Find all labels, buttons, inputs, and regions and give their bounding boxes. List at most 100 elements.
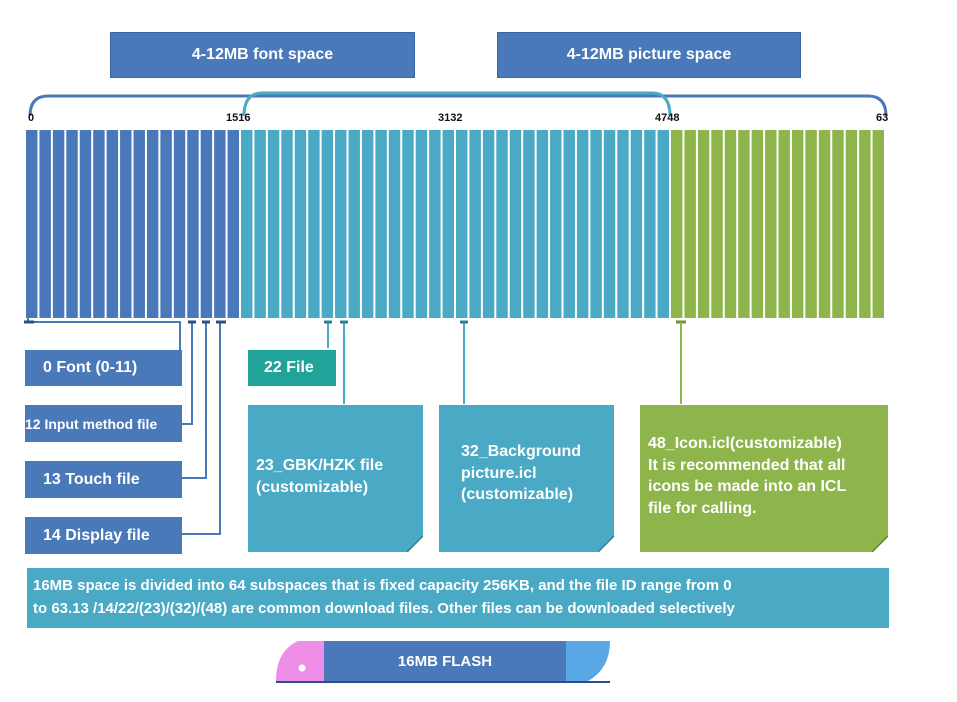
subspace-12	[187, 130, 199, 318]
flash-drive-cap	[276, 641, 324, 681]
card-corner-icon	[598, 536, 614, 552]
subspace-58	[805, 130, 817, 318]
file22-label-text: 22 File	[264, 359, 314, 376]
card-corner-icon	[407, 536, 423, 552]
picture-space-header-label: 4-12MB picture space	[566, 46, 732, 63]
subspace-48	[671, 130, 683, 318]
info-bar: 16MB space is divided into 64 subspaces …	[27, 568, 889, 628]
subspace-43	[603, 130, 616, 318]
subspace-59	[818, 130, 831, 318]
subspace-35	[496, 130, 508, 318]
subspace-61	[845, 130, 858, 318]
gbk-card-line2: (customizable)	[256, 478, 369, 496]
tick-label-0: 0	[28, 112, 35, 124]
subspace-11	[173, 130, 186, 318]
subspace-14	[214, 130, 226, 318]
subspace-6	[106, 130, 119, 318]
background-card-line3: (customizable)	[461, 486, 574, 504]
subspace-44	[617, 130, 629, 318]
subspace-19	[281, 130, 293, 318]
subspace-8	[133, 130, 145, 318]
range-brackets	[28, 91, 888, 117]
flash-drive-hole	[298, 664, 306, 672]
subspace-63	[872, 130, 884, 318]
flash-drive	[276, 641, 610, 683]
subspace-13	[200, 130, 213, 318]
subspace-26	[375, 130, 387, 318]
connector-display	[182, 322, 221, 535]
connector-font	[27, 318, 181, 367]
font-space-header-label: 4-12MB font space	[191, 46, 334, 63]
subspace-46	[644, 130, 656, 318]
subspace-22	[321, 130, 334, 318]
subspace-29	[415, 130, 428, 318]
gbk-card-line1: 23_GBK/HZK file	[256, 457, 384, 474]
subspace-7	[120, 130, 132, 318]
subspace-2	[52, 130, 65, 318]
subspace-32	[456, 130, 468, 318]
subspace-23	[335, 130, 347, 318]
subspace-37	[523, 130, 535, 318]
subspace-3	[66, 130, 78, 318]
subspace-27	[388, 130, 401, 318]
subspace-54	[751, 130, 764, 318]
subspace-55	[765, 130, 777, 318]
display-file-label-text: 14 Display file	[43, 526, 150, 544]
subspace-41	[576, 130, 589, 318]
icon-card-line4: file for calling.	[648, 499, 757, 517]
connector-touch	[182, 322, 207, 479]
flash-drive-label-text: 16MB FLASH	[397, 652, 493, 670]
input-method-file-label: 12 Input method file	[25, 405, 182, 442]
subspace-25	[361, 130, 374, 318]
card-corner-icon	[872, 536, 888, 552]
subspace-45	[630, 130, 643, 318]
subspace-0	[26, 130, 38, 318]
flash-drive-body	[324, 641, 566, 681]
subspace-50	[697, 130, 710, 318]
subspace-33	[469, 130, 481, 318]
font-file-label: 0 Font (0-11)	[25, 350, 182, 386]
font-file-label-text: 0 Font (0-11)	[43, 359, 138, 376]
touch-file-label-text: 13 Touch file	[43, 470, 140, 488]
subspace-17	[254, 130, 266, 318]
subspace-39	[550, 130, 562, 318]
subspace-38	[536, 130, 549, 318]
info-line2: to 63.13 /14/22/(23)/(32)/(48) are commo…	[33, 600, 735, 618]
subspace-56	[778, 130, 790, 318]
background-card-line2: picture.icl	[461, 464, 537, 482]
background-picture-card: 32_Background picture.icl (customizable)	[439, 405, 614, 552]
tick-label-4748: 4748	[655, 112, 680, 124]
display-file-label: 14 Display file	[25, 517, 182, 554]
flash-drive-end	[566, 641, 610, 681]
icon-icl-card: 48_Icon.icl(customizable) It is recommen…	[640, 405, 888, 552]
subspace-30	[429, 130, 441, 318]
subspace-10	[160, 130, 172, 318]
subspace-40	[563, 130, 575, 318]
connector-input-method	[182, 322, 193, 425]
info-line1: 16MB space is divided into 64 subspaces …	[33, 577, 732, 594]
subspace-4	[79, 130, 92, 318]
gbk-hzk-card: 23_GBK/HZK file (customizable)	[248, 405, 423, 552]
file22-label: 22 File	[248, 350, 336, 386]
subspace-20	[294, 130, 307, 318]
icon-card-line2: It is recommended that all	[648, 456, 846, 474]
tick-label-63: 63	[876, 112, 889, 124]
subspace-9	[146, 130, 159, 318]
subspace-60	[832, 130, 844, 318]
subspace-16	[241, 130, 253, 318]
subspace-21	[308, 130, 320, 318]
outer-bracket	[28, 94, 888, 117]
subspace-53	[738, 130, 750, 318]
subspace-1	[39, 130, 51, 318]
subspace-49	[684, 130, 696, 318]
subspace-52	[724, 130, 737, 318]
font-space-header: 4-12MB font space	[110, 32, 415, 78]
subspace-15	[227, 130, 239, 318]
subspace-18	[267, 130, 280, 318]
inner-bracket	[242, 91, 672, 117]
tick-label-3132: 3132	[438, 112, 463, 124]
subspace-62	[859, 130, 871, 318]
subspace-57	[791, 130, 804, 318]
tick-label-1516: 1516	[226, 112, 251, 124]
